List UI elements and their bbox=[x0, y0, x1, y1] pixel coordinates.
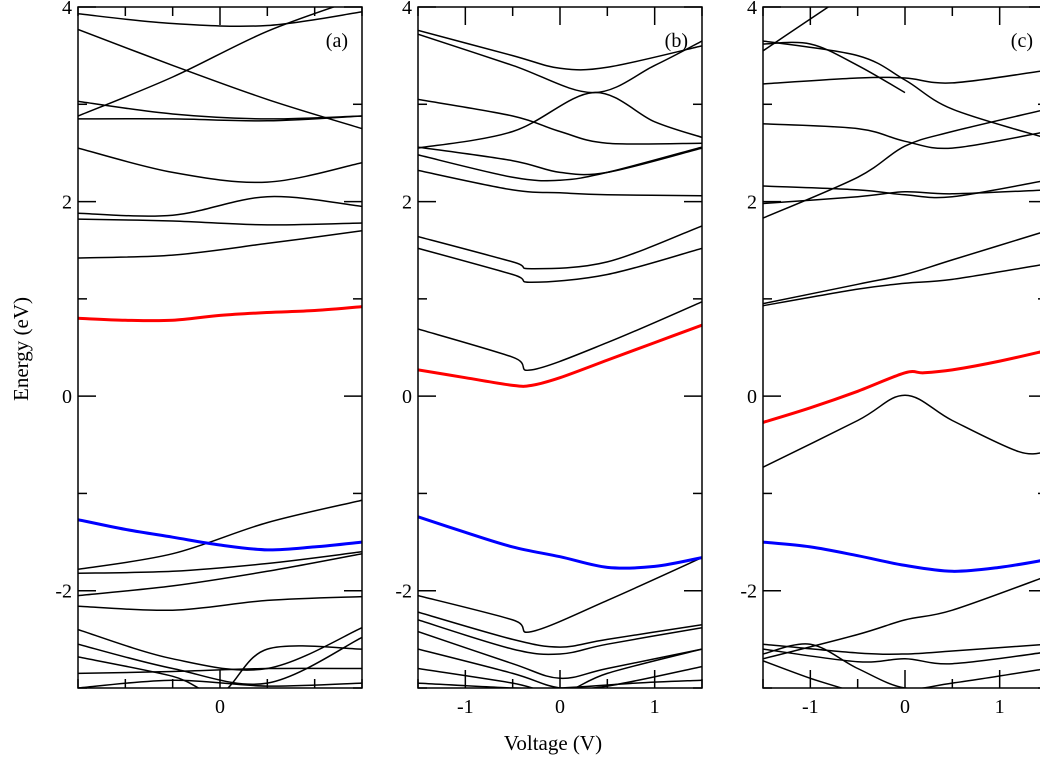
panel-a-band-11 bbox=[78, 551, 362, 574]
panel-b-band-17 bbox=[418, 648, 702, 688]
panel-b-band-8 bbox=[418, 225, 702, 270]
panel-c-band-3 bbox=[763, 41, 906, 94]
panel-c-band-5 bbox=[763, 122, 1040, 150]
x-tick-label: 0 bbox=[215, 696, 225, 718]
panel-c-band-11 bbox=[763, 394, 1040, 468]
x-tick-label: -1 bbox=[457, 696, 474, 718]
panel-a-band-5 bbox=[78, 115, 362, 122]
panel-c-band-13 bbox=[763, 643, 1040, 655]
panel-a-red-band bbox=[78, 305, 362, 323]
panel-b-band-4 bbox=[418, 91, 702, 149]
panel-c-band-7 bbox=[763, 189, 1040, 205]
y-tick-label: -2 bbox=[395, 581, 412, 603]
y-tick-label: 2 bbox=[747, 192, 757, 214]
panel-b-band-11 bbox=[418, 556, 702, 634]
panel-c-curves bbox=[763, 7, 1040, 688]
panel-b-curves bbox=[418, 29, 702, 688]
panel-b-red-band bbox=[418, 323, 702, 388]
x-tick-label: 1 bbox=[995, 696, 1005, 718]
panel-b-band-12 bbox=[418, 611, 702, 648]
y-tick-label: 4 bbox=[402, 0, 412, 19]
panel-a-band-4 bbox=[78, 100, 362, 120]
panel-a-band-15 bbox=[78, 636, 362, 685]
panel-a-band-8 bbox=[78, 218, 362, 226]
panel-c-band-6 bbox=[763, 180, 1040, 199]
panel-c-band-8 bbox=[763, 109, 1040, 219]
panel-c-band-10 bbox=[763, 264, 1040, 307]
panel-c-band-9 bbox=[763, 232, 1040, 305]
panel-c-band-12 bbox=[763, 577, 1040, 660]
panel-b-band-7 bbox=[418, 169, 702, 197]
panel-a-band-13 bbox=[78, 595, 362, 612]
x-tick-label: 0 bbox=[900, 696, 910, 718]
y-tick-label: 0 bbox=[747, 386, 757, 408]
panel-a-label: (a) bbox=[326, 30, 348, 52]
panel-b-band-5 bbox=[418, 146, 702, 176]
panel-b-band-9 bbox=[418, 247, 702, 284]
panel-c-band-15 bbox=[763, 643, 1040, 688]
x-axis-title: Voltage (V) bbox=[504, 731, 602, 755]
panel-c-label: (c) bbox=[1011, 30, 1033, 52]
y-tick-label: -2 bbox=[55, 581, 72, 603]
x-tick-label: 1 bbox=[650, 696, 660, 718]
panel-c-band-1 bbox=[763, 7, 830, 52]
panel-b-band-10 bbox=[418, 301, 702, 372]
panel-a-band-9 bbox=[78, 230, 362, 259]
panel-c-blue-band bbox=[763, 540, 1040, 573]
y-tick-label: 2 bbox=[402, 192, 412, 214]
y-tick-label: 4 bbox=[62, 0, 72, 19]
panel-b-band-2 bbox=[418, 33, 702, 94]
panel-c-red-band bbox=[763, 350, 1040, 424]
panel-b-label: (b) bbox=[665, 30, 688, 52]
panel-b-band-13 bbox=[418, 619, 702, 656]
panel-a-band-10 bbox=[78, 499, 362, 571]
x-tick-label: -1 bbox=[802, 696, 819, 718]
y-tick-label: 0 bbox=[62, 386, 72, 408]
panel-b: -2 0 2 4 -1 0 1 (b) bbox=[395, 0, 703, 718]
panel-c-band-4 bbox=[763, 70, 1040, 85]
y-tick-label: 4 bbox=[747, 0, 757, 19]
panel-b-band-15 bbox=[418, 648, 702, 688]
panel-c-frame bbox=[762, 6, 1040, 689]
panel-c: -2 0 2 4 -1 0 1 (c) bbox=[740, 0, 1040, 718]
y-tick-label: -2 bbox=[740, 581, 757, 603]
panel-a-blue-band bbox=[78, 518, 362, 552]
x-tick-label: 0 bbox=[555, 696, 565, 718]
panel-a-band-17 bbox=[78, 645, 362, 688]
y-tick-label: 2 bbox=[62, 192, 72, 214]
panel-b-band-16 bbox=[418, 679, 702, 688]
panel-a-band-16 bbox=[78, 667, 362, 675]
panel-c-band-2 bbox=[763, 40, 1040, 138]
y-tick-label: 0 bbox=[402, 386, 412, 408]
panel-a-frame bbox=[77, 6, 363, 689]
panel-a-band-7 bbox=[78, 195, 362, 217]
panel-b-band-6 bbox=[418, 146, 702, 182]
panel-b-blue-band bbox=[418, 515, 702, 570]
y-axis-title: Energy (eV) bbox=[9, 297, 33, 401]
panel-b-band-3 bbox=[418, 98, 702, 145]
panel-b-band-1 bbox=[418, 29, 702, 71]
panel-a-band-3 bbox=[78, 7, 336, 117]
panel-a-curves bbox=[78, 7, 362, 688]
panel-a-band-2 bbox=[78, 28, 362, 130]
panel-a: -2 0 2 4 0 (a) bbox=[55, 0, 363, 718]
panel-a-band-14 bbox=[78, 627, 362, 671]
panel-a-band-12 bbox=[78, 552, 362, 597]
panel-a-band-6 bbox=[78, 147, 362, 184]
panel-b-frame bbox=[417, 6, 703, 689]
panel-c-band-14 bbox=[763, 648, 1040, 665]
panel-a-band-1 bbox=[78, 11, 362, 28]
